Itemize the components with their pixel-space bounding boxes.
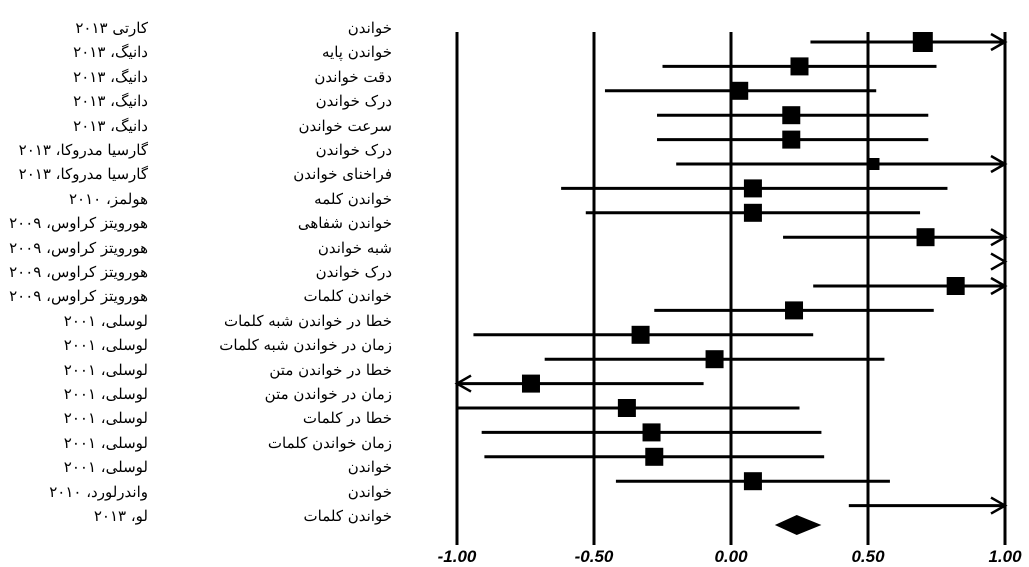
- forest-row: [676, 154, 1008, 174]
- outcome-label: خواندن کلمات: [303, 287, 393, 306]
- study-label: دانیگ، ۲۰۱۳: [73, 67, 148, 86]
- study-label: دانیگ، ۲۰۱۳: [73, 92, 148, 111]
- forest-row: [810, 32, 1008, 52]
- study-label: لوسلی، ۲۰۰۱: [63, 458, 148, 477]
- arrow-right-icon: [990, 154, 1008, 174]
- study-label: گارسیا مدروکا، ۲۰۱۳: [18, 165, 148, 184]
- study-label: لوسلی، ۲۰۰۱: [63, 336, 148, 355]
- study-label: لوسلی، ۲۰۰۱: [63, 360, 148, 379]
- arrow-right-icon: [990, 252, 1008, 271]
- forest-row: [990, 252, 1008, 271]
- x-tick-label: -1.00: [438, 547, 477, 566]
- study-label: لو، ۲۰۱۳: [93, 507, 148, 525]
- effect-square: [705, 350, 724, 369]
- outcome-label: شبه خواندن: [317, 238, 392, 257]
- outcome-label: خواندن شفاهی: [297, 214, 392, 233]
- outcome-label: درک خواندن: [315, 92, 392, 111]
- x-tick-label: -0.50: [575, 547, 614, 566]
- outcome-label: خطا در خواندن شبه کلمات: [223, 311, 392, 330]
- outcome-label: زمان خواندن کلمات: [267, 433, 392, 452]
- arrow-right-icon: [990, 32, 1008, 52]
- effect-square: [743, 179, 762, 198]
- effect-square: [782, 106, 801, 125]
- effect-square: [645, 447, 664, 466]
- study-label: هولمز، ۲۰۱۰: [68, 189, 148, 208]
- effect-square: [631, 325, 650, 344]
- outcome-label: خواندن: [347, 19, 392, 37]
- forest-row: [454, 374, 704, 393]
- forest-row: [657, 106, 929, 125]
- study-label: گارسیا مدروکا، ۲۰۱۳: [18, 141, 148, 159]
- forest-row: [604, 81, 877, 100]
- effect-square: [946, 277, 965, 295]
- arrow-left-icon: [454, 374, 472, 393]
- outcome-label: خواندن: [347, 458, 392, 477]
- study-label: هورویتز کراوس، ۲۰۰۹: [9, 287, 148, 306]
- study-label: واندرلورد، ۲۰۱۰: [49, 482, 148, 501]
- effect-square: [782, 130, 801, 149]
- study-label: کارتی ۲۰۱۳: [75, 19, 148, 37]
- forest-row: [783, 228, 1008, 247]
- effect-square: [785, 301, 804, 320]
- study-label: لوسلی، ۲۰۰۱: [63, 385, 148, 403]
- effect-square: [790, 57, 809, 76]
- forest-row: [484, 447, 825, 466]
- study-label: هورویتز کراوس، ۲۰۰۹: [9, 263, 148, 281]
- forest-row: [654, 301, 934, 320]
- outcome-label: زمان در خواندن شبه کلمات: [219, 336, 392, 355]
- forest-row: [481, 423, 822, 442]
- forest-row: [813, 276, 1008, 296]
- outcome-label: خواندن کلمات: [303, 507, 393, 525]
- outcome-label: دقت خواندن: [314, 67, 392, 86]
- x-tick-label: 0.50: [851, 547, 885, 566]
- outcome-label: زمان در خواندن متن: [264, 385, 392, 403]
- effect-square: [642, 423, 661, 442]
- study-label: لوسلی، ۲۰۰۱: [63, 311, 148, 330]
- forest-row: [473, 325, 814, 344]
- effect-square: [867, 158, 880, 170]
- forest-row: [561, 179, 948, 198]
- forest-row: [544, 350, 885, 369]
- arrow-right-icon: [990, 496, 1008, 515]
- study-label: دانیگ، ۲۰۱۳: [73, 116, 148, 135]
- effect-square: [743, 472, 762, 491]
- effect-square: [743, 203, 762, 222]
- x-tick-label: 0.00: [714, 547, 748, 566]
- forest-row: [615, 472, 890, 491]
- effect-square: [521, 374, 540, 393]
- arrow-right-icon: [990, 228, 1008, 247]
- forest-row: [662, 57, 937, 76]
- forest-row: [585, 203, 921, 222]
- study-label: لوسلی، ۲۰۰۱: [63, 409, 148, 428]
- study-label: هورویتز کراوس، ۲۰۰۹: [9, 214, 148, 233]
- outcome-label: خواندن: [347, 482, 392, 501]
- summary-diamond: [774, 515, 822, 535]
- outcome-label: خواندن پایه: [322, 43, 392, 62]
- outcome-label: خطا در خواندن متن: [269, 360, 392, 379]
- study-label: لوسلی، ۲۰۰۱: [63, 433, 148, 452]
- effect-square: [730, 81, 749, 100]
- outcome-label: فراخنای خواندن: [293, 165, 392, 184]
- study-label: هورویتز کراوس، ۲۰۰۹: [9, 238, 148, 257]
- x-tick-label: 1.00: [988, 547, 1022, 566]
- effect-square: [617, 399, 636, 417]
- effect-square: [912, 32, 933, 52]
- outcome-label: سرعت خواندن: [298, 116, 392, 135]
- outcome-label: خطا در کلمات: [302, 409, 392, 428]
- study-label: دانیگ، ۲۰۱۳: [73, 43, 148, 62]
- arrow-right-icon: [990, 276, 1008, 296]
- forest-row: [848, 496, 1008, 515]
- outcome-label: درک خواندن: [315, 141, 392, 159]
- effect-square: [916, 228, 935, 247]
- forest-row: [657, 130, 929, 149]
- forest-row: [457, 399, 800, 417]
- outcome-label: خواندن کلمه: [314, 189, 392, 208]
- outcome-label: درک خواندن: [315, 263, 392, 281]
